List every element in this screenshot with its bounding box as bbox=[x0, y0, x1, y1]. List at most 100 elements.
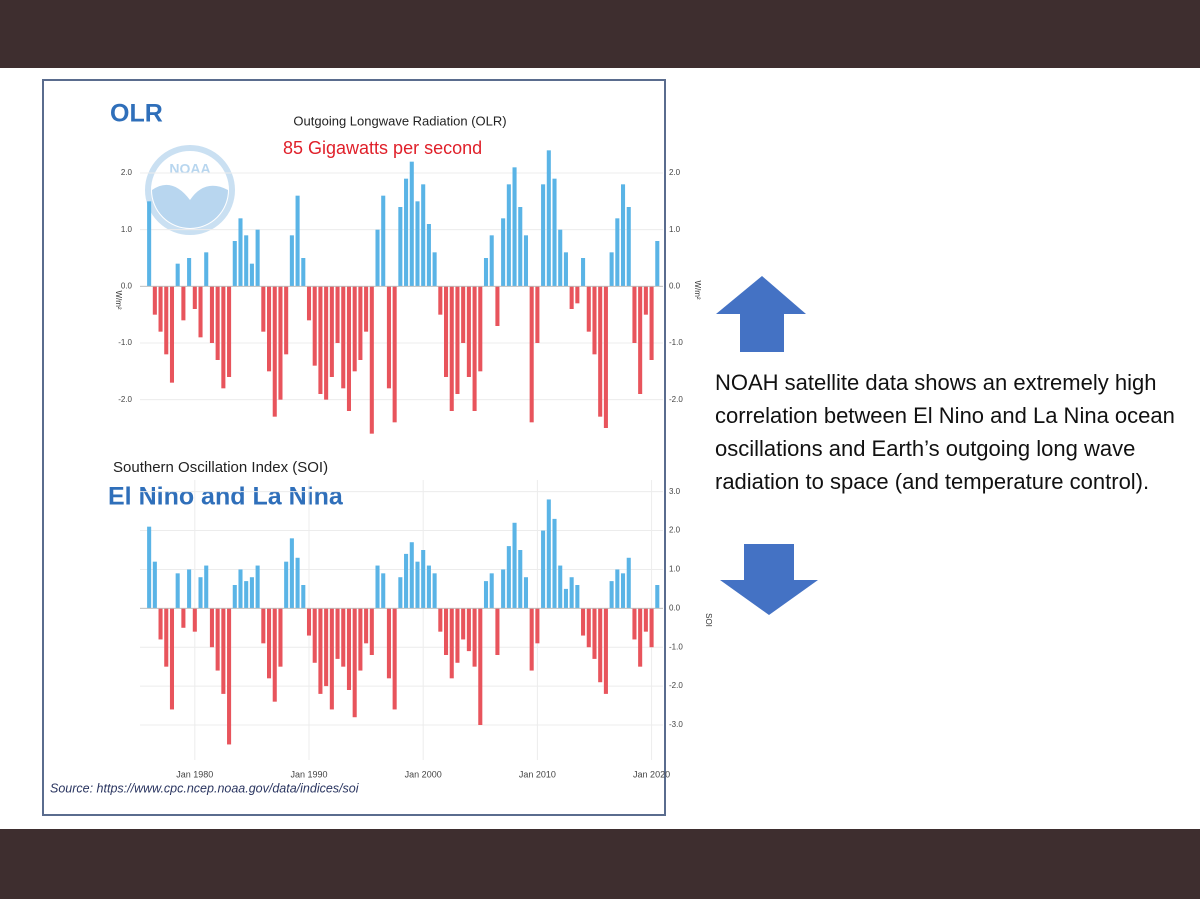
bar bbox=[483, 581, 489, 609]
bar bbox=[175, 573, 180, 609]
bar bbox=[346, 286, 352, 411]
bar bbox=[181, 286, 186, 321]
bar bbox=[472, 286, 477, 411]
bar bbox=[603, 286, 608, 428]
bar bbox=[455, 286, 460, 394]
y-tick-label: 1.0 bbox=[669, 565, 681, 574]
y-tick-label: -2.0 bbox=[118, 395, 132, 404]
bar bbox=[278, 608, 283, 667]
bar bbox=[535, 286, 540, 343]
bar bbox=[192, 286, 197, 309]
bar bbox=[461, 608, 466, 640]
bar bbox=[204, 565, 209, 609]
bar bbox=[512, 522, 517, 609]
bar bbox=[169, 608, 175, 710]
y-axis-label: SOI bbox=[704, 613, 713, 627]
bar bbox=[198, 286, 203, 338]
bar bbox=[649, 286, 654, 360]
bar bbox=[238, 218, 243, 287]
bottom-band bbox=[0, 829, 1200, 899]
bar bbox=[643, 286, 648, 315]
bar bbox=[324, 286, 329, 400]
bar bbox=[209, 608, 214, 648]
bar bbox=[398, 207, 403, 287]
bar bbox=[329, 608, 334, 710]
bar bbox=[181, 608, 186, 628]
bar bbox=[329, 286, 334, 377]
bar bbox=[335, 286, 340, 343]
bar bbox=[158, 286, 163, 332]
bar bbox=[204, 252, 209, 287]
top-band bbox=[0, 0, 1200, 68]
bar bbox=[455, 608, 460, 663]
bar bbox=[415, 201, 420, 287]
bar bbox=[392, 286, 397, 423]
bar bbox=[569, 286, 574, 309]
source-note: Source: https://www.cpc.ncep.noaa.gov/da… bbox=[50, 781, 360, 795]
bar bbox=[392, 608, 397, 710]
bar bbox=[478, 286, 483, 372]
bar bbox=[581, 258, 586, 287]
bar bbox=[364, 286, 369, 332]
bar bbox=[529, 286, 534, 423]
bar bbox=[512, 167, 517, 287]
bar bbox=[489, 235, 494, 287]
bar bbox=[306, 608, 312, 636]
bar bbox=[227, 286, 232, 377]
y-axis-label: W/m² bbox=[693, 280, 702, 299]
slide-paragraph: NOAH satellite data shows an extremely h… bbox=[715, 370, 1175, 494]
bar bbox=[341, 608, 346, 667]
bar bbox=[232, 241, 237, 287]
bar bbox=[609, 581, 614, 609]
bar bbox=[215, 286, 220, 360]
bar bbox=[501, 218, 506, 287]
bar bbox=[152, 286, 157, 315]
x-tick-label: Jan 2020 bbox=[633, 769, 670, 779]
bar bbox=[152, 561, 157, 609]
x-tick-label: Jan 1980 bbox=[176, 769, 213, 779]
bar bbox=[346, 608, 352, 690]
bar bbox=[215, 608, 220, 671]
bar bbox=[586, 608, 591, 648]
bar bbox=[284, 286, 289, 355]
bar bbox=[175, 263, 180, 287]
bar bbox=[563, 588, 568, 609]
bar bbox=[295, 195, 300, 287]
bar bbox=[352, 286, 357, 372]
chart-label: El Nino and La Nina bbox=[108, 483, 344, 511]
bar bbox=[592, 286, 597, 355]
bar bbox=[598, 608, 603, 683]
bar bbox=[638, 286, 643, 394]
bar bbox=[369, 286, 374, 434]
bar bbox=[444, 286, 449, 377]
bar bbox=[506, 184, 511, 287]
bar bbox=[558, 229, 563, 287]
bar bbox=[609, 252, 614, 287]
bar bbox=[221, 608, 226, 694]
bar bbox=[227, 608, 232, 745]
bar bbox=[244, 581, 249, 609]
bar bbox=[529, 608, 534, 671]
y-axis-label: W/m² bbox=[114, 290, 123, 309]
y-tick-label: -1.0 bbox=[669, 642, 683, 651]
bar bbox=[147, 201, 152, 287]
bar bbox=[312, 608, 317, 663]
bar bbox=[546, 150, 551, 287]
y-tick-label: 2.0 bbox=[669, 168, 681, 177]
bar bbox=[278, 286, 283, 400]
bar bbox=[598, 286, 603, 417]
bar bbox=[575, 585, 580, 609]
chart-title: Outgoing Longwave Radiation (OLR) bbox=[293, 113, 506, 128]
bar bbox=[518, 550, 523, 609]
bar bbox=[369, 608, 374, 655]
x-tick-label: Jan 2000 bbox=[405, 769, 442, 779]
y-tick-label: 0.0 bbox=[121, 281, 133, 290]
bar bbox=[552, 518, 557, 609]
bar bbox=[523, 235, 529, 287]
chart-title: Southern Oscillation Index (SOI) bbox=[113, 459, 328, 476]
bar bbox=[261, 608, 266, 644]
bar bbox=[398, 577, 403, 609]
bar bbox=[472, 608, 477, 667]
bar bbox=[541, 530, 546, 609]
bar bbox=[466, 286, 471, 377]
